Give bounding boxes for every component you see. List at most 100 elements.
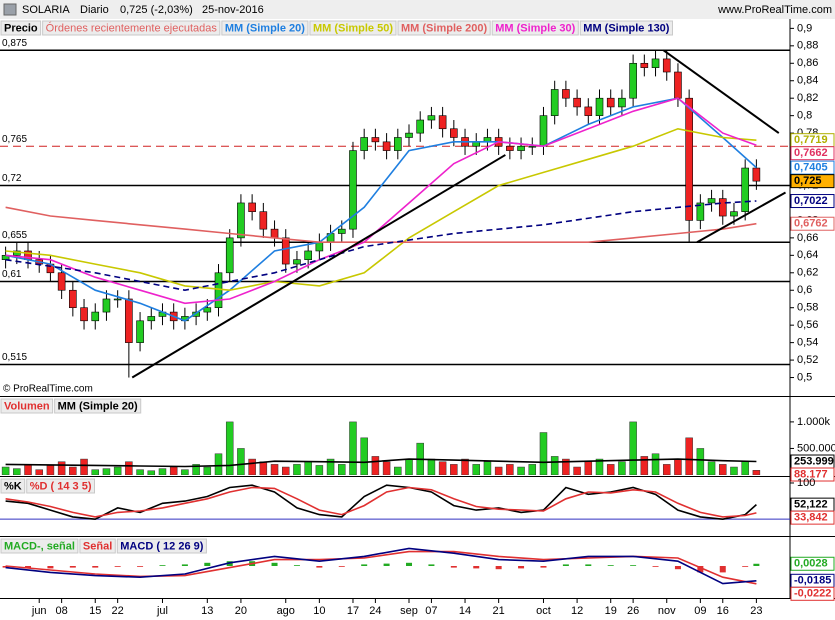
macd-bar: [428, 564, 435, 566]
value-tag-label: 253.999: [794, 455, 834, 467]
volume-bar: [741, 461, 749, 475]
horizontal-line-label: 0,515: [2, 352, 27, 363]
volume-bar: [517, 466, 525, 475]
y-tick-label: 500.000: [797, 442, 835, 454]
series-line: [5, 206, 757, 243]
volume-bar: [69, 466, 77, 475]
value-tag-label: 0,0028: [794, 558, 828, 570]
value-tag-label: -0,0222: [794, 588, 831, 600]
x-tick-label: 08: [56, 605, 68, 617]
macd-bar: [450, 566, 457, 568]
y-tick-label: 0,82: [797, 92, 818, 104]
y-tick-label: 0,6: [797, 284, 812, 296]
candle-body: [752, 167, 761, 182]
candle-body: [562, 89, 570, 99]
volume-bar: [147, 470, 156, 475]
series-line: [5, 127, 757, 292]
legend-box: [54, 398, 142, 414]
candle-body: [517, 145, 525, 151]
volume-bar: [326, 458, 335, 475]
macd-bar: [674, 566, 681, 570]
panel: [0, 484, 790, 521]
candle-body: [427, 115, 436, 121]
value-tag: [790, 174, 835, 189]
candle-body: [315, 241, 324, 252]
legend-label: Señal: [83, 540, 112, 552]
macd-bar: [293, 565, 300, 566]
legend-box: [0, 538, 79, 554]
panel: [1, 421, 761, 475]
x-tick-label: 22: [112, 605, 124, 617]
candle-body: [225, 237, 234, 274]
value-tag: [790, 146, 835, 161]
candle-body: [651, 58, 660, 68]
site: www.ProRealTime.com: [717, 4, 832, 16]
volume-bar: [618, 461, 626, 475]
candle-body: [136, 320, 144, 343]
volume-bar: [349, 421, 357, 475]
value-tag-label: 88.177: [794, 468, 828, 480]
macd-bar: [495, 566, 502, 570]
value-tag: [790, 194, 835, 209]
volume-bar: [539, 432, 548, 475]
series-line: [5, 97, 757, 305]
volume-bar: [225, 421, 234, 475]
candle-body: [438, 115, 447, 130]
candle-body: [539, 115, 548, 147]
legend-label: %D ( 14 3 5): [30, 480, 92, 492]
legend-box: [491, 20, 579, 36]
volume-bar: [181, 469, 189, 475]
candle-body: [662, 58, 671, 73]
macd-bar: [406, 562, 413, 566]
y-tick-label: 0,9: [797, 22, 812, 34]
candle-body: [360, 137, 368, 151]
quote: 0,725 (-2,03%): [120, 4, 193, 16]
candle-body: [80, 307, 88, 322]
legend-label: MACD-, señal: [4, 540, 75, 552]
trendline: [131, 154, 506, 379]
legend-label: MM (Simple 130): [583, 22, 670, 34]
volume-bar: [662, 464, 671, 475]
volume-bar: [35, 469, 43, 475]
volume-bar: [494, 466, 503, 475]
candle-body: [237, 202, 245, 239]
legend-label: %K: [4, 480, 22, 492]
macd-bar: [607, 565, 614, 566]
candle-body: [528, 145, 537, 148]
legend-box: [221, 20, 309, 36]
volume-bar: [696, 448, 705, 475]
x-tick-label: 23: [750, 605, 762, 617]
candle-body: [125, 298, 133, 343]
y-tick-label: 0,56: [797, 319, 818, 331]
volume-bar: [136, 469, 144, 475]
volume-bar: [730, 466, 738, 475]
volume-bar: [438, 461, 447, 475]
candle-body: [102, 298, 111, 313]
candle-body: [450, 128, 458, 138]
x-tick-label: sep: [400, 605, 418, 617]
x-tick-label: 09: [694, 605, 706, 617]
volume-bar: [640, 456, 649, 475]
candle-body: [337, 228, 346, 234]
y-tick-label: 0,84: [797, 75, 818, 87]
legend-label: MACD ( 12 26 9): [120, 540, 203, 552]
candle-body: [685, 97, 693, 221]
symbol-icon: [3, 3, 17, 16]
volume-bar: [506, 464, 514, 475]
horizontal-line-label: 0,72: [2, 173, 22, 184]
macd-bar: [697, 566, 704, 573]
x-tick-label: 20: [235, 605, 247, 617]
candle-body: [416, 119, 425, 134]
volume-bar: [192, 464, 200, 475]
horizontal-line-label: 0,61: [2, 269, 22, 280]
candle-body: [718, 198, 727, 217]
x-tick-label: nov: [658, 605, 676, 617]
candle-body: [405, 132, 413, 138]
x-tick-label: oct: [536, 605, 551, 617]
value-tag: [790, 160, 835, 175]
legend-label: MM (Simple 50): [313, 22, 393, 34]
volume-bar: [293, 464, 301, 475]
legend-label: MM (Simple 200): [401, 22, 488, 34]
date: 25-nov-2016: [202, 4, 264, 16]
